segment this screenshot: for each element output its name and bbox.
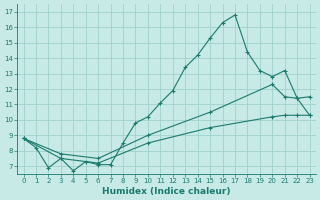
- X-axis label: Humidex (Indice chaleur): Humidex (Indice chaleur): [102, 187, 231, 196]
